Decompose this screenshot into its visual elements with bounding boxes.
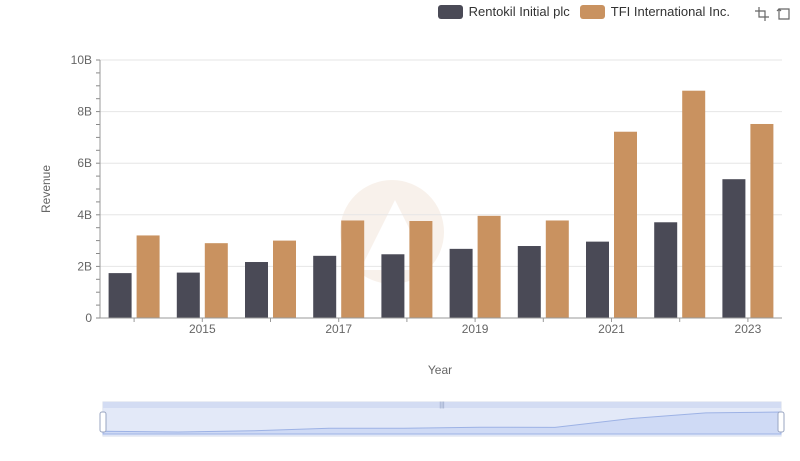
y-tick-label: 0 (85, 311, 92, 325)
legend-swatch-rentokil (437, 4, 463, 19)
bar-rentokil-2022[interactable] (654, 222, 678, 318)
bar-tfi-2023[interactable] (750, 123, 774, 318)
bar-rentokil-2017[interactable] (313, 255, 337, 318)
x-tick-label: 2015 (189, 322, 216, 336)
legend-item-rentokil[interactable]: Rentokil Initial plc (437, 4, 570, 19)
data-zoom-slider[interactable]: ||| (99, 401, 785, 437)
toolbox (754, 6, 792, 22)
legend-item-tfi[interactable]: TFI International Inc. (579, 4, 730, 19)
bar-rentokil-2021[interactable] (586, 241, 609, 318)
bar-tfi-2018[interactable] (409, 220, 433, 318)
bar-rentokil-2020[interactable] (517, 246, 541, 318)
bar-rentokil-2016[interactable] (245, 262, 268, 318)
bar-rentokil-2023[interactable] (722, 179, 746, 318)
bar-tfi-2020[interactable] (545, 220, 569, 318)
slider-handle-left[interactable] (99, 411, 107, 433)
bar-tfi-2021[interactable] (614, 131, 637, 318)
x-tick-label: 2021 (598, 322, 625, 336)
y-tick-label: 10B (71, 53, 92, 67)
x-tick-label: 2023 (735, 322, 762, 336)
legend-label-tfi: TFI International Inc. (610, 4, 730, 19)
restore-icon[interactable] (776, 6, 792, 22)
y-axis-label: Revenue (39, 165, 53, 213)
slider-top-bar[interactable] (103, 402, 781, 408)
bar-rentokil-2015[interactable] (176, 272, 200, 318)
bar-tfi-2017[interactable] (341, 220, 365, 318)
y-tick-label: 2B (77, 259, 92, 273)
bars-group (108, 90, 774, 319)
y-tick-label: 6B (77, 156, 92, 170)
bar-tfi-2022[interactable] (682, 90, 706, 319)
x-axis-label: Year (428, 363, 452, 377)
x-tick-label: 2019 (462, 322, 489, 336)
bar-tfi-2016[interactable] (273, 240, 296, 318)
bar-tfi-2019[interactable] (477, 215, 501, 318)
bar-rentokil-2019[interactable] (449, 248, 473, 318)
legend-label-rentokil: Rentokil Initial plc (468, 4, 570, 19)
zoom-icon[interactable] (754, 6, 770, 22)
bar-tfi-2015[interactable] (204, 243, 228, 318)
axes: 0 2B 4B 6B 8B 10B 2015 2017 2019 2021 2023 (71, 53, 782, 336)
grid-lines (100, 59, 782, 267)
legend-swatch-tfi (579, 4, 605, 19)
y-tick-label: 4B (77, 208, 92, 222)
x-tick-label: 2017 (325, 322, 352, 336)
legend: Rentokil Initial plc TFI International I… (437, 4, 730, 19)
slider-handle-right[interactable] (777, 411, 785, 433)
y-tick-label: 8B (77, 105, 92, 119)
slider-grip-icon[interactable]: ||| (439, 402, 445, 409)
bar-tfi-2014[interactable] (136, 235, 160, 318)
bar-rentokil-2014[interactable] (108, 273, 132, 318)
bar-rentokil-2018[interactable] (381, 254, 405, 318)
